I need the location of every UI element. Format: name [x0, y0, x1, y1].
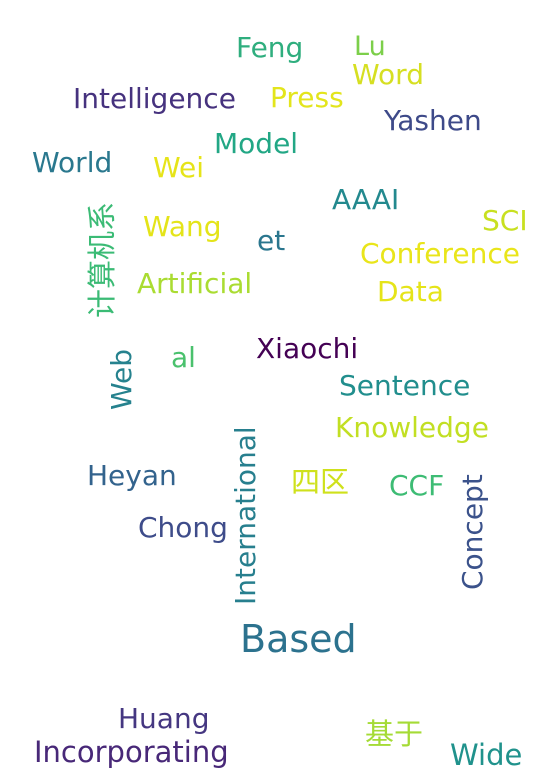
word-conference: Conference [360, 237, 521, 270]
word-xiaochi: Xiaochi [256, 332, 359, 365]
word-international: International [229, 426, 262, 605]
word-aaai: AAAI [332, 183, 400, 216]
word-based: Based [240, 617, 357, 661]
word-feng: Feng [236, 31, 304, 64]
word-data: Data [377, 275, 444, 308]
word-huang: Huang [118, 702, 210, 735]
word-lu: Lu [354, 31, 386, 62]
word-wide: Wide [450, 738, 523, 772]
word-artificial: Artificial [137, 267, 253, 300]
word-cs-department: 计算机系 [85, 201, 119, 318]
word-sci: SCI [482, 204, 528, 237]
word-sentence: Sentence [339, 369, 471, 402]
word-wei: Wei [153, 151, 205, 184]
word-web: Web [105, 348, 138, 410]
word-ccf: CCF [389, 469, 445, 502]
word-world: World [32, 146, 113, 179]
word-knowledge: Knowledge [335, 411, 489, 444]
word-model: Model [214, 127, 299, 160]
word-heyan: Heyan [87, 459, 177, 492]
word-based-on: 基于 [365, 717, 424, 751]
word-press: Press [270, 81, 344, 114]
word-concept: Concept [456, 474, 489, 590]
word-yashen: Yashen [384, 104, 482, 137]
word-al: al [171, 341, 196, 374]
word-intelligence: Intelligence [73, 82, 236, 115]
word-word: Word [352, 58, 424, 91]
word-chong: Chong [138, 511, 228, 544]
word-et: et [257, 224, 286, 257]
word-fourth-tier: 四区 [291, 465, 350, 499]
word-wang: Wang [143, 210, 222, 243]
word-incorporating: Incorporating [34, 735, 229, 769]
